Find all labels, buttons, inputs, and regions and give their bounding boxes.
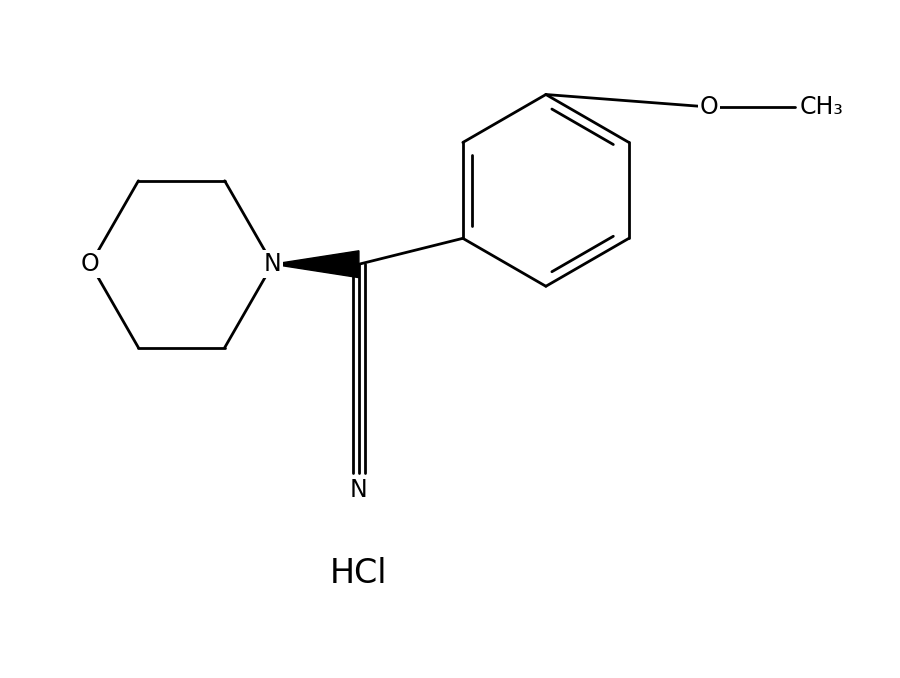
Text: HCl: HCl [330, 557, 388, 591]
Text: CH₃: CH₃ [800, 95, 844, 119]
Text: N: N [350, 479, 368, 502]
Text: O: O [699, 95, 718, 119]
Polygon shape [273, 251, 359, 277]
Text: N: N [264, 252, 282, 276]
Text: O: O [81, 252, 100, 276]
